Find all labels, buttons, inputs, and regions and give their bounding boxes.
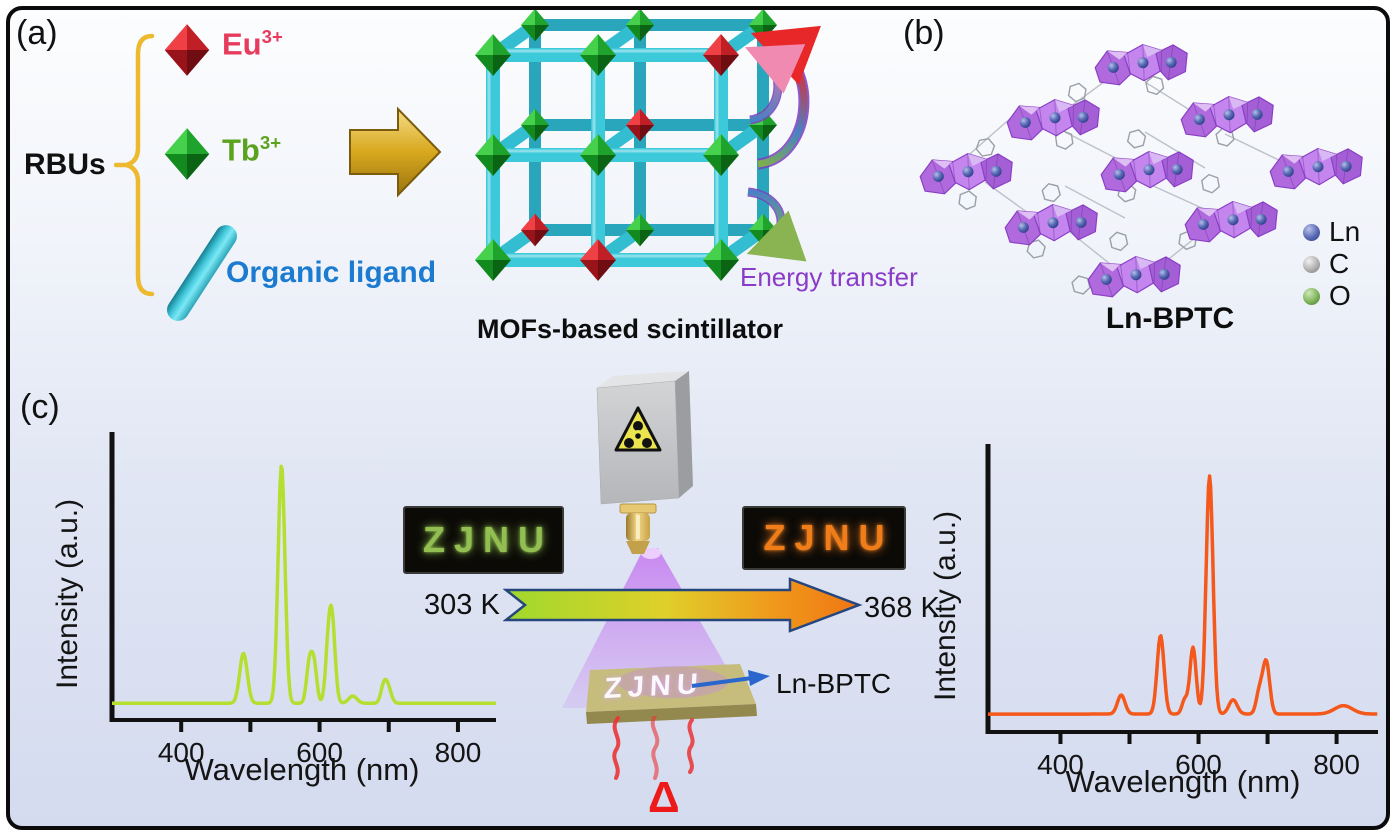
pointer-arrow-icon (691, 670, 770, 688)
temp-end-label: 368 K (864, 592, 940, 624)
crystal-structure (917, 38, 1366, 302)
mof-framework (475, 10, 778, 281)
carbon-sphere-icon (1303, 255, 1320, 273)
heat-waves-icon (612, 716, 695, 780)
left-chart-xlabel: Wavelength (nm) (184, 752, 420, 787)
left-chart-ylabel: Intensity (a.u.) (51, 498, 84, 690)
heat-delta-symbol: Δ (648, 773, 680, 822)
right-chart-xlabel: Wavelength (nm) (1065, 764, 1301, 799)
spectrum-chart-368k: 400 600 800 (985, 444, 1379, 780)
sample-plate (586, 664, 757, 724)
panel-c-label: (c) (20, 388, 60, 426)
svg-text:400: 400 (1037, 749, 1084, 780)
xray-source-icon (596, 371, 693, 554)
organic-ligand-icon (167, 225, 237, 321)
photo-zjnu-orange: ZJNU (742, 506, 906, 570)
structure-caption: Ln-BPTC (1105, 302, 1235, 335)
spectrum-chart-303k: 400 600 800 (109, 432, 497, 768)
sample-label: Ln-BPTC (776, 668, 892, 699)
temp-start-label: 303 K (424, 589, 500, 621)
legend-item-c: C (1303, 248, 1349, 279)
eu-ion-label: Eu3+ (222, 26, 283, 62)
svg-text:800: 800 (1313, 749, 1360, 780)
ln-sphere-icon (1303, 223, 1320, 241)
svg-text:600: 600 (296, 737, 343, 768)
panel-b-label: (b) (903, 14, 945, 52)
svg-text:400: 400 (158, 737, 205, 768)
brace-icon (114, 33, 155, 297)
energy-transfer-arrows-icon (745, 26, 822, 262)
tb-octahedron-icon (164, 128, 210, 180)
svg-text:600: 600 (1175, 749, 1222, 780)
organic-ligand-label: Organic ligand (226, 256, 437, 289)
energy-transfer-label: Energy transfer (740, 262, 918, 292)
temperature-gradient-arrow (503, 577, 863, 633)
eu-octahedron-icon (164, 24, 210, 76)
svg-text:800: 800 (435, 737, 482, 768)
legend-item-o: O (1303, 280, 1351, 311)
rbus-label: RBUs (24, 148, 106, 181)
legend-label: C (1329, 248, 1350, 279)
photo-zjnu-green: ZJNU (403, 506, 564, 574)
legend-label: Ln (1329, 216, 1361, 247)
scintillator-caption: MOFs-based scintillator (476, 314, 784, 344)
oxygen-sphere-icon (1303, 287, 1320, 305)
assembly-arrow-icon (349, 106, 442, 198)
legend-item-ln: Ln (1303, 216, 1360, 247)
tb-ion-label: Tb3+ (222, 132, 282, 168)
panel-a-label: (a) (16, 14, 58, 52)
legend-label: O (1329, 280, 1351, 311)
